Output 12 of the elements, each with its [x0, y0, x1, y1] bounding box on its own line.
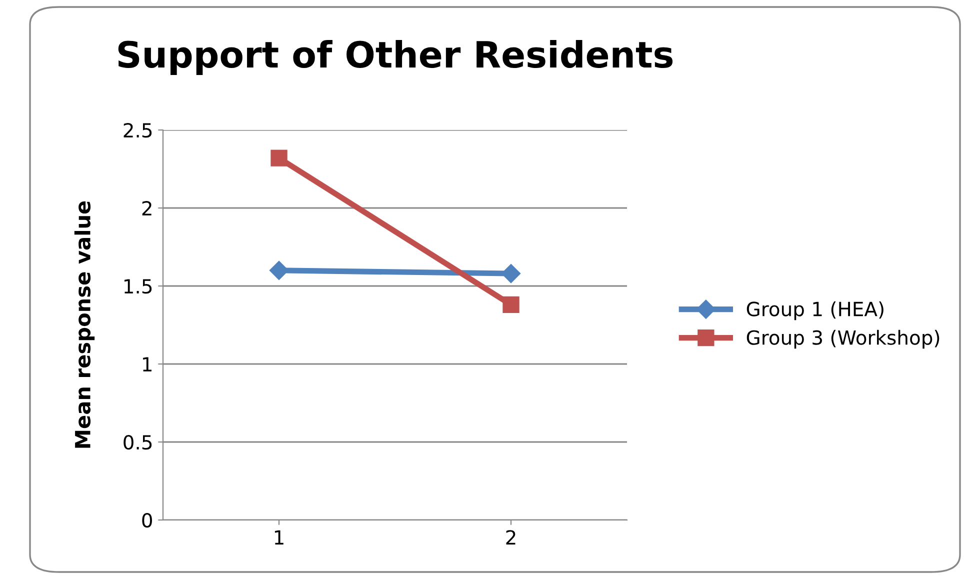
- y-tick-label: 1.5: [124, 279, 152, 294]
- point: [502, 296, 520, 314]
- y-tick-label: 0: [142, 512, 152, 528]
- chart-title: Support of Other Residents: [118, 40, 673, 76]
- y-axis-title: Mean response value: [74, 201, 95, 448]
- legend-label: Group 1 (HEA): [746, 301, 884, 320]
- y-tick-label: 2: [142, 200, 152, 216]
- y-tick-label: 1: [143, 357, 152, 372]
- y-tick-label: 2.5: [124, 122, 152, 138]
- legend-label: Group 3 (Workshop): [746, 330, 940, 349]
- point: [270, 150, 288, 166]
- y-tick-label: 0.5: [124, 434, 152, 450]
